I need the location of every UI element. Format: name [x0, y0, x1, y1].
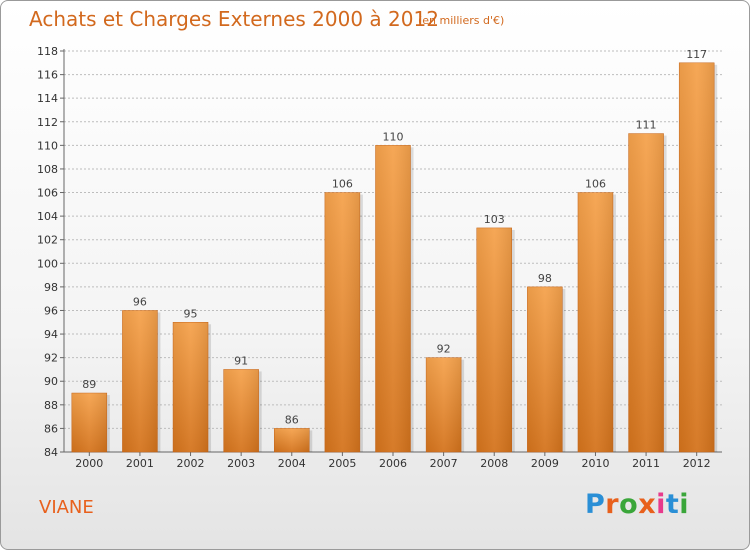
bar-shading — [324, 192, 360, 452]
y-tick-label: 96 — [44, 304, 58, 317]
y-tick-label: 88 — [44, 399, 58, 412]
x-tick-label: 2006 — [379, 457, 407, 470]
y-tick-label: 90 — [44, 375, 58, 388]
x-tick-label: 2008 — [480, 457, 508, 470]
bar-value-label: 106 — [585, 178, 606, 191]
bar-value-label: 92 — [437, 343, 451, 356]
y-tick-label: 104 — [37, 210, 58, 223]
bar-shading — [577, 192, 613, 452]
bar-shading — [122, 310, 158, 452]
bar-shading — [274, 428, 310, 452]
commune-name: VIANE — [39, 497, 94, 518]
bar-value-label: 89 — [82, 378, 96, 391]
logo-letter: x — [638, 489, 657, 520]
y-tick-label: 100 — [37, 257, 58, 270]
bar-shading — [628, 133, 664, 452]
bar-value-label: 106 — [332, 178, 353, 191]
x-tick-label: 2000 — [75, 457, 103, 470]
y-tick-label: 92 — [44, 352, 58, 365]
x-tick-label: 2011 — [632, 457, 660, 470]
x-tick-label: 2003 — [227, 457, 255, 470]
x-tick-label: 2012 — [683, 457, 711, 470]
y-tick-label: 114 — [37, 92, 58, 105]
y-tick-label: 98 — [44, 281, 58, 294]
y-tick-label: 94 — [44, 328, 58, 341]
y-tick-label: 110 — [37, 139, 58, 152]
y-tick-label: 106 — [37, 187, 58, 200]
bar-shading — [476, 227, 512, 452]
bar-value-label: 103 — [484, 213, 505, 226]
chart-subtitle: (en milliers d'€) — [418, 14, 505, 27]
bar-value-label: 95 — [184, 307, 198, 320]
logo-letter: o — [619, 489, 639, 520]
x-tick-label: 2001 — [126, 457, 154, 470]
bar-value-label: 110 — [383, 130, 404, 143]
y-tick-label: 102 — [37, 234, 58, 247]
bar-shading — [173, 322, 209, 452]
y-tick-label: 112 — [37, 116, 58, 129]
bars — [71, 62, 718, 453]
x-tick-label: 2009 — [531, 457, 559, 470]
bar-shading — [426, 357, 462, 452]
y-tick-label: 84 — [44, 446, 58, 459]
y-tick-label: 118 — [37, 45, 58, 58]
bar-shading — [71, 393, 107, 452]
labels: 84 86 88 90 92 94 96 98 100 102 104 106 108 110 112 114… — [37, 45, 711, 470]
bar-shading — [679, 62, 715, 452]
x-tick-label: 2007 — [430, 457, 458, 470]
x-tick-label: 2010 — [581, 457, 609, 470]
logo-letter: i — [679, 489, 690, 520]
logo-letter: P — [585, 489, 606, 520]
proxiti-logo[interactable]: Proxiti — [585, 489, 689, 520]
x-tick-label: 2005 — [328, 457, 356, 470]
bar-value-label: 98 — [538, 272, 552, 285]
logo-letter: i — [656, 489, 666, 520]
bar-shading — [223, 369, 259, 452]
y-tick-label: 108 — [37, 163, 58, 176]
bar-value-label: 117 — [686, 48, 707, 61]
logo-letter: t — [665, 489, 680, 520]
x-tick-label: 2004 — [278, 457, 306, 470]
y-tick-label: 116 — [37, 69, 58, 82]
bar-value-label: 91 — [234, 354, 248, 367]
bar-value-label: 86 — [285, 413, 299, 426]
chart-title: Achats et Charges Externes 2000 à 2012 — [29, 7, 439, 31]
bar-shading — [375, 145, 411, 452]
bar-value-label: 96 — [133, 295, 147, 308]
logo-letter: r — [605, 489, 620, 520]
x-tick-label: 2002 — [177, 457, 205, 470]
bar-value-label: 111 — [636, 119, 657, 132]
y-tick-label: 86 — [44, 422, 58, 435]
bar-shading — [527, 286, 563, 452]
